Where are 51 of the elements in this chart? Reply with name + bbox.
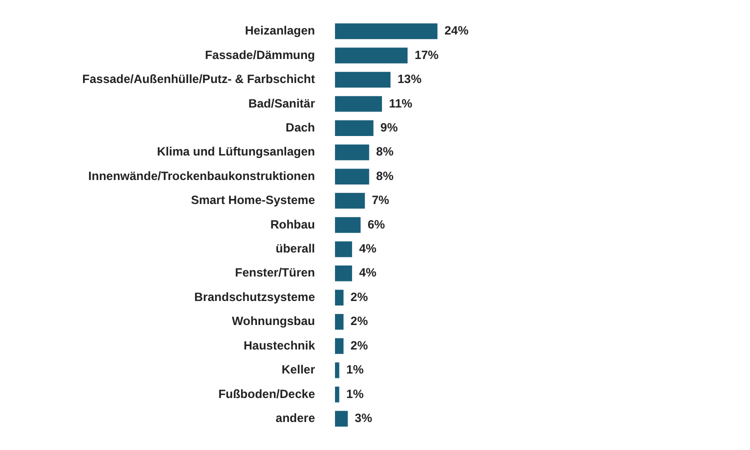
bar [335,410,348,427]
y-tick-label: Brandschutzsysteme [194,290,316,304]
data-label: 4% [359,242,377,256]
bar [335,217,361,233]
y-tick-label: Wohnungsbau [232,314,315,328]
y-tick-label: Fassade/Dämmung [204,48,315,62]
bar [335,144,370,160]
y-tick-label: Fassade/Außenhülle/Putz- & Farbschicht [82,72,315,86]
bar [335,386,340,402]
bar [335,72,391,88]
data-label: 13% [398,72,422,86]
bar [335,338,344,354]
y-tick-label: Haustechnik [244,338,316,352]
data-label: 1% [346,362,364,377]
bar [335,48,408,64]
data-label: 8% [376,144,394,159]
data-label: 8% [376,168,394,183]
data-label: 2% [350,290,368,304]
data-label: 2% [350,314,368,328]
data-label: 24% [444,24,469,38]
y-tick-label: überall [276,242,315,256]
y-tick-label: Fenster/Türen [234,266,315,280]
data-label: 17% [414,48,439,62]
bar [335,314,344,330]
y-tick-label: Rohbau [270,217,315,232]
y-tick-label: Innenwände/Trockenbaukonstruktionen [88,168,315,183]
data-label: 11% [388,96,413,110]
y-tick-label: Keller [282,362,316,377]
bar [335,120,374,136]
y-tick-label: Fußboden/Decke [218,386,316,401]
y-tick-label: Bad/Sanitär [248,96,316,110]
bar [335,362,340,378]
bar [335,23,438,40]
data-label: 4% [359,266,377,280]
data-label: 1% [346,386,364,401]
y-tick-label: andere [276,411,316,426]
bar [335,168,370,184]
y-tick-label: Heizanlagen [244,24,315,38]
bar [335,192,365,209]
bar [335,96,382,112]
data-label: 2% [350,338,368,352]
data-label: 3% [354,411,372,426]
y-tick-label: Dach [286,120,315,134]
data-label: 6% [368,217,386,232]
bar [335,266,352,282]
data-label: 7% [372,193,390,208]
y-tick-label: Smart Home-Systeme [190,193,316,208]
y-tick-label: Klima und Lüftungsanlagen [157,144,315,159]
data-label: 9% [380,120,398,134]
bar [335,241,352,258]
bar [335,290,344,306]
